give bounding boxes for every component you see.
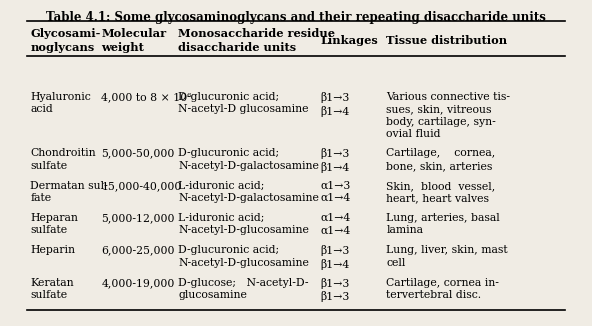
Text: Table 4.1: Some glycosaminoglycans and their repeating disaccharide units: Table 4.1: Some glycosaminoglycans and t…	[46, 11, 546, 24]
Text: Glycosami-
noglycans: Glycosami- noglycans	[30, 28, 101, 52]
Text: L-iduronic acid;
N-acetyl-D-galactosamine: L-iduronic acid; N-acetyl-D-galactosamin…	[178, 181, 319, 203]
Text: Cartilage,    cornea,
bone, skin, arteries: Cartilage, cornea, bone, skin, arteries	[387, 148, 496, 171]
Text: Chondroitin
sulfate: Chondroitin sulfate	[30, 148, 96, 171]
Text: D-glucuronic acid;
N-acetyl-D-glucosamine: D-glucuronic acid; N-acetyl-D-glucosamin…	[178, 245, 309, 268]
Text: 6,000-25,000: 6,000-25,000	[101, 245, 175, 256]
Text: α1→3
α1→4: α1→3 α1→4	[321, 181, 351, 203]
Text: β1→3
β1→4: β1→3 β1→4	[321, 245, 350, 270]
Text: 5,000-12,000: 5,000-12,000	[101, 213, 175, 223]
Text: D-glucose;   N-acetyl-D-
glucosamine: D-glucose; N-acetyl-D- glucosamine	[178, 278, 308, 300]
Text: Heparan
sulfate: Heparan sulfate	[30, 213, 78, 235]
Text: D-glucuronic acid;
N-acetyl-D-galactosamine: D-glucuronic acid; N-acetyl-D-galactosam…	[178, 148, 319, 171]
Text: Cartilage, cornea in-
tervertebral disc.: Cartilage, cornea in- tervertebral disc.	[387, 278, 499, 300]
Text: Hyaluronic
acid: Hyaluronic acid	[30, 92, 91, 114]
Text: Heparin: Heparin	[30, 245, 75, 256]
Text: β1→3
β1→4: β1→3 β1→4	[321, 148, 350, 173]
Text: β1→3
β1→4: β1→3 β1→4	[321, 92, 350, 117]
Text: Skin,  blood  vessel,
heart, heart valves: Skin, blood vessel, heart, heart valves	[387, 181, 496, 203]
Text: L-iduronic acid;
N-acetyl-D-glucosamine: L-iduronic acid; N-acetyl-D-glucosamine	[178, 213, 309, 235]
Text: Lung, arteries, basal
lamina: Lung, arteries, basal lamina	[387, 213, 500, 235]
Text: 4,000-19,000: 4,000-19,000	[101, 278, 175, 288]
Text: Tissue distribution: Tissue distribution	[387, 35, 507, 46]
Text: D-glucuronic acid;
N-acetyl-D glucosamine: D-glucuronic acid; N-acetyl-D glucosamin…	[178, 92, 308, 114]
Text: Lung, liver, skin, mast
cell: Lung, liver, skin, mast cell	[387, 245, 508, 268]
Text: β1→3
β1→3: β1→3 β1→3	[321, 278, 350, 303]
Text: Molecular
weight: Molecular weight	[101, 28, 166, 52]
Text: Various connective tis-
sues, skin, vitreous
body, cartilage, syn-
ovial fluid: Various connective tis- sues, skin, vitr…	[387, 92, 510, 139]
Text: α1→4
α1→4: α1→4 α1→4	[321, 213, 351, 235]
Text: 4,000 to 8 × 10⁶: 4,000 to 8 × 10⁶	[101, 92, 192, 102]
Text: 15,000-40,000: 15,000-40,000	[101, 181, 182, 191]
Text: 5,000-50,000: 5,000-50,000	[101, 148, 175, 158]
Text: Monosaccharide residue
disaccharide units: Monosaccharide residue disaccharide unit…	[178, 28, 335, 52]
Text: Keratan
sulfate: Keratan sulfate	[30, 278, 74, 300]
Text: Linkages: Linkages	[321, 35, 378, 46]
Text: Dermatan sul-
fate: Dermatan sul- fate	[30, 181, 108, 203]
